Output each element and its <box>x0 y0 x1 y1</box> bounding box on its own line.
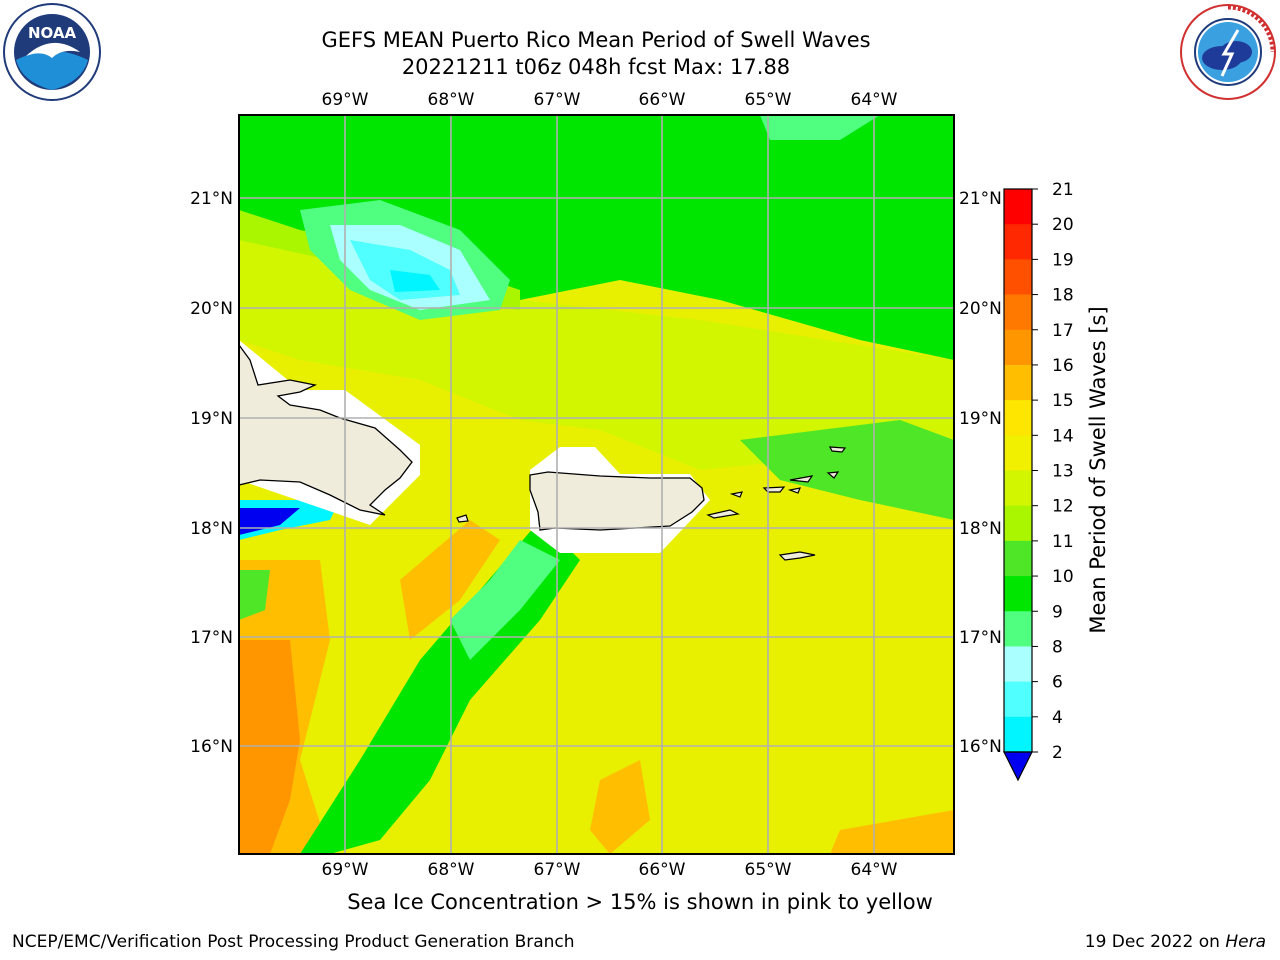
graticule <box>239 115 954 854</box>
colorbar-tick-label: 4 <box>1052 708 1063 728</box>
contour-17-18 <box>239 640 300 854</box>
lat-label-left: 20°N <box>190 299 233 319</box>
colorbar-tick-label: 14 <box>1052 426 1074 446</box>
colorbar-segment <box>1004 681 1032 718</box>
lat-label-right: 20°N <box>959 299 1002 319</box>
colorbar-segment <box>1004 364 1032 401</box>
colorbar-tick-label: 8 <box>1052 637 1063 657</box>
hispaniola-landmass <box>238 343 413 516</box>
colorbar-tick-label: 16 <box>1052 356 1074 376</box>
lat-label-left: 21°N <box>190 189 233 209</box>
lat-label-right: 19°N <box>959 409 1002 429</box>
colorbar-segment <box>1004 611 1032 647</box>
colorbar-segment <box>1004 505 1032 542</box>
footer-date: 19 Dec 2022 on Hera <box>1085 932 1266 952</box>
colorbar-label: Mean Period of Swell Waves [s] <box>1086 306 1110 633</box>
colorbar-segment <box>1004 259 1032 296</box>
colorbar-tick-label: 10 <box>1052 567 1074 587</box>
colorbar-tick-label: 19 <box>1052 250 1074 270</box>
footer-credit: NCEP/EMC/Verification Post Processing Pr… <box>12 932 575 952</box>
lon-label-top: 67°W <box>534 90 581 110</box>
lon-label-bottom: 66°W <box>639 860 686 880</box>
colorbar-segment <box>1004 470 1032 507</box>
noaa-logo-text: NOAA <box>28 24 77 42</box>
colorbar-tick-label: 11 <box>1052 532 1074 552</box>
lon-label-top: 66°W <box>639 90 686 110</box>
lon-label-bottom: 64°W <box>851 860 898 880</box>
lon-label-top: 65°W <box>745 90 792 110</box>
colorbar-tick-label: 17 <box>1052 321 1074 341</box>
colorbar-tick-label: 15 <box>1052 391 1074 411</box>
swell-period-field <box>239 115 954 854</box>
colorbar-segment <box>1004 329 1032 366</box>
colorbar-tick-label: 21 <box>1052 180 1074 200</box>
colorbar-segment <box>1004 576 1032 612</box>
lon-label-bottom: 68°W <box>428 860 475 880</box>
st-croix-landmass <box>778 551 816 561</box>
lon-label-top: 69°W <box>322 90 369 110</box>
noaa-logo-icon: NOAA <box>3 3 101 101</box>
lat-label-right: 17°N <box>959 628 1002 648</box>
colorbar-tick-label: 13 <box>1052 462 1074 482</box>
lat-label-right: 16°N <box>959 737 1002 757</box>
lat-label-right: 18°N <box>959 519 1002 539</box>
lon-label-bottom: 69°W <box>322 860 369 880</box>
lon-label-bottom: 67°W <box>534 860 581 880</box>
lat-label-left: 19°N <box>190 409 233 429</box>
contour-11-east <box>740 420 954 520</box>
colorbar-tick-label: 6 <box>1052 673 1063 693</box>
lat-label-left: 18°N <box>190 519 233 539</box>
colorbar-segment <box>1004 400 1032 436</box>
colorbar-segment <box>1004 294 1032 331</box>
colorbar: 21 20 19 18 17 16 15 14 13 12 11 10 9 8 6 4 2 <box>1003 180 1074 782</box>
nws-logo-icon <box>1180 4 1276 100</box>
puerto-rico-landmass <box>529 471 705 531</box>
lat-label-left: 17°N <box>190 628 233 648</box>
colorbar-segment <box>1004 435 1032 471</box>
colorbar-segment <box>1004 716 1032 753</box>
colorbar-segment <box>1004 224 1032 260</box>
colorbar-tick-label: 18 <box>1052 286 1074 306</box>
colorbar-extend-arrow <box>1003 751 1033 782</box>
lat-label-left: 16°N <box>190 737 233 757</box>
lon-label-top: 64°W <box>851 90 898 110</box>
colorbar-tick-label: 2 <box>1052 743 1063 763</box>
contour-11-12 <box>239 115 954 360</box>
lon-label-top: 68°W <box>428 90 475 110</box>
colorbar-segment <box>1004 646 1032 683</box>
map-frame <box>238 114 955 855</box>
colorbar-tick-label: 20 <box>1052 215 1074 235</box>
map-title: GEFS MEAN Puerto Rico Mean Period of Swe… <box>321 28 871 52</box>
colorbar-tick-label: 9 <box>1052 602 1063 622</box>
sea-ice-note: Sea Ice Concentration > 15% is shown in … <box>347 890 933 914</box>
footer-host: Hera <box>1225 932 1266 952</box>
lat-label-right: 21°N <box>959 189 1002 209</box>
footer-date-text: 19 Dec 2022 on <box>1084 932 1226 952</box>
colorbar-tick-label: 12 <box>1052 497 1074 517</box>
map-subtitle: 20221211 t06z 048h fcst Max: 17.88 <box>401 55 791 79</box>
lon-label-bottom: 65°W <box>745 860 792 880</box>
colorbar-segment <box>1004 540 1032 577</box>
colorbar-segment <box>1004 189 1032 225</box>
